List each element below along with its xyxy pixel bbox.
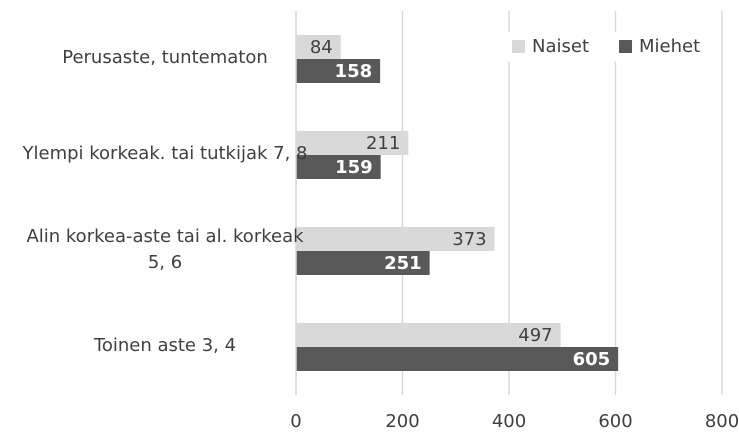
value-label: 497 xyxy=(518,325,552,346)
value-label: 211 xyxy=(366,133,400,154)
y-tick-label: Toinen aste 3, 4 xyxy=(93,335,237,356)
x-tick-label: 200 xyxy=(385,411,419,432)
bar xyxy=(296,35,341,59)
bar xyxy=(296,227,495,251)
value-label: 84 xyxy=(310,37,333,58)
bar xyxy=(296,347,619,371)
legend-label: Miehet xyxy=(639,36,700,57)
value-label: 605 xyxy=(573,349,611,370)
bar xyxy=(296,323,561,347)
bar xyxy=(296,131,409,155)
legend-swatch xyxy=(512,40,525,53)
y-tick-label: Ylempi korkeak. tai tutkijak 7, 8 xyxy=(22,143,308,164)
y-tick-label: Perusaste, tuntematon xyxy=(62,47,268,68)
legend-bg xyxy=(505,32,719,62)
bar xyxy=(296,251,430,275)
x-tick-label: 600 xyxy=(598,411,632,432)
bar xyxy=(296,155,381,179)
legend-label: Naiset xyxy=(532,36,589,57)
value-label: 373 xyxy=(452,229,486,250)
value-label: 158 xyxy=(335,61,373,82)
x-tick-label: 0 xyxy=(290,411,301,432)
x-tick-label: 400 xyxy=(492,411,526,432)
y-tick-label: Alin korkea-aste tai al. korkeak 5, 6 xyxy=(26,226,304,273)
value-label: 251 xyxy=(384,253,422,274)
x-tick-label: 800 xyxy=(705,411,739,432)
legend-swatch xyxy=(619,40,633,53)
value-label: 159 xyxy=(335,157,373,178)
bar xyxy=(296,59,381,83)
